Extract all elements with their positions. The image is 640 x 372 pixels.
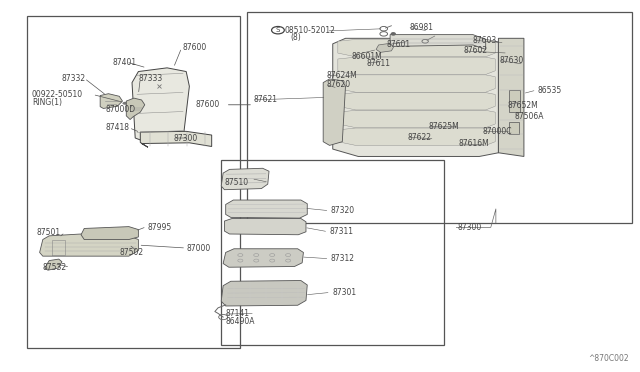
- Text: 87510: 87510: [225, 178, 248, 187]
- Text: 87532: 87532: [43, 263, 67, 272]
- Text: 87141: 87141: [225, 309, 249, 318]
- Text: 87624M: 87624M: [326, 71, 357, 80]
- Text: 86490A: 86490A: [225, 317, 255, 326]
- Text: ^870C002: ^870C002: [588, 354, 629, 363]
- Polygon shape: [338, 57, 495, 74]
- Text: 87320: 87320: [331, 206, 355, 215]
- Polygon shape: [221, 168, 269, 190]
- Text: 87333: 87333: [138, 74, 163, 83]
- Text: 87301: 87301: [332, 288, 356, 297]
- Text: S: S: [276, 27, 280, 33]
- Text: 87625M: 87625M: [428, 122, 459, 131]
- Text: 87621: 87621: [253, 96, 277, 105]
- Polygon shape: [338, 39, 495, 57]
- Text: 87603: 87603: [473, 36, 497, 45]
- Polygon shape: [226, 200, 307, 218]
- Text: 87622: 87622: [408, 133, 432, 142]
- Polygon shape: [333, 38, 499, 157]
- Polygon shape: [100, 94, 122, 109]
- Polygon shape: [338, 128, 495, 145]
- Text: 87300: 87300: [173, 134, 198, 142]
- Text: 86535: 86535: [538, 86, 562, 94]
- Text: 87600: 87600: [195, 100, 220, 109]
- Polygon shape: [140, 131, 212, 147]
- Polygon shape: [40, 234, 138, 256]
- Polygon shape: [225, 218, 306, 235]
- Text: 87611: 87611: [367, 59, 390, 68]
- Text: 87652M: 87652M: [508, 101, 539, 110]
- Text: 87601: 87601: [387, 41, 411, 49]
- Text: 87630: 87630: [500, 56, 524, 65]
- Bar: [509, 122, 519, 134]
- Polygon shape: [499, 38, 524, 157]
- Bar: [246, 13, 632, 223]
- Text: 86981: 86981: [409, 23, 433, 32]
- Text: 87616M: 87616M: [459, 140, 490, 148]
- Polygon shape: [338, 75, 495, 92]
- Polygon shape: [376, 44, 394, 52]
- Polygon shape: [45, 259, 62, 270]
- Text: 86601M: 86601M: [352, 52, 383, 61]
- Text: 87312: 87312: [331, 254, 355, 263]
- Text: 87311: 87311: [330, 227, 353, 236]
- Polygon shape: [126, 98, 145, 119]
- Circle shape: [122, 102, 127, 105]
- Polygon shape: [338, 93, 495, 110]
- Text: 87000C: 87000C: [483, 127, 512, 136]
- Text: 87502: 87502: [119, 248, 143, 257]
- Polygon shape: [132, 68, 189, 142]
- Circle shape: [392, 33, 395, 35]
- Polygon shape: [323, 79, 346, 145]
- Bar: [509, 90, 520, 112]
- Text: 87418: 87418: [105, 123, 129, 132]
- Text: 87602: 87602: [463, 46, 488, 55]
- Text: 87332: 87332: [62, 74, 86, 83]
- Text: 87501: 87501: [36, 228, 61, 237]
- Text: 87300: 87300: [458, 223, 482, 232]
- Polygon shape: [221, 280, 307, 306]
- Text: 00922-50510: 00922-50510: [32, 90, 83, 99]
- Text: 87995: 87995: [148, 223, 172, 232]
- Bar: [221, 160, 444, 345]
- Bar: [27, 16, 241, 349]
- Text: 87506A: 87506A: [515, 112, 544, 121]
- Text: 08510-52012: 08510-52012: [285, 26, 336, 35]
- Text: 87620: 87620: [326, 80, 351, 89]
- Polygon shape: [223, 249, 303, 267]
- Text: 87000: 87000: [186, 244, 211, 253]
- Text: 87401: 87401: [113, 58, 137, 67]
- Text: 87000D: 87000D: [105, 105, 136, 115]
- Text: 87600: 87600: [183, 43, 207, 52]
- Text: RING(1): RING(1): [32, 98, 62, 107]
- Polygon shape: [390, 35, 486, 49]
- Text: (8): (8): [290, 33, 301, 42]
- Polygon shape: [81, 227, 138, 240]
- Polygon shape: [338, 110, 495, 128]
